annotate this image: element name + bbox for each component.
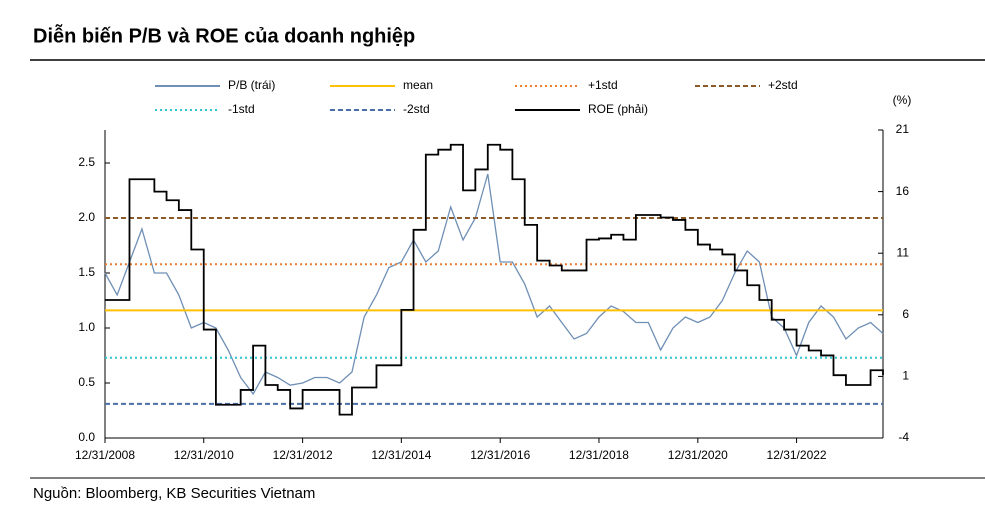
x-tick-label: 12/31/2022 <box>767 448 827 462</box>
y2-tick-label: 16 <box>896 184 910 198</box>
legend-label: -1std <box>228 102 255 116</box>
x-tick-label: 12/31/2012 <box>273 448 333 462</box>
y-tick-label: 2.0 <box>78 210 95 224</box>
y-tick-label: 0.5 <box>78 375 95 389</box>
y-tick-label: 0.0 <box>78 430 95 444</box>
chart-title: Diễn biến P/B và ROE của doanh nghiệp <box>33 23 415 47</box>
y2-tick-label: 11 <box>897 245 910 259</box>
pb-line <box>104 173 884 396</box>
x-tick-label: 12/31/2010 <box>174 448 234 462</box>
roe-line <box>105 143 884 416</box>
x-tick-label: 12/31/2016 <box>470 448 530 462</box>
y2-tick-label: -4 <box>898 430 909 444</box>
x-tick-label: 12/31/2014 <box>371 448 431 462</box>
legend-label: +1std <box>588 78 618 92</box>
y2-axis-label: (%) <box>893 93 912 107</box>
legend-label: +2std <box>768 78 798 92</box>
y2-tick-label: 6 <box>902 307 909 321</box>
x-tick-label: 12/31/2018 <box>569 448 629 462</box>
legend-label: P/B (trái) <box>228 78 275 92</box>
y2-tick-label: 21 <box>896 122 910 136</box>
x-tick-label: 12/31/2020 <box>668 448 728 462</box>
y-tick-label: 2.5 <box>78 155 95 169</box>
y-tick-label: 1.0 <box>78 320 95 334</box>
legend-label: ROE (phải) <box>588 102 648 116</box>
source: Nguồn: Bloomberg, KB Securities Vietnam <box>33 485 315 502</box>
y-tick-label: 1.5 <box>78 265 95 279</box>
legend-label: mean <box>403 78 433 92</box>
y2-tick-label: 1 <box>902 369 909 383</box>
legend-label: -2std <box>403 102 430 116</box>
x-tick-label: 12/31/2008 <box>75 448 135 462</box>
